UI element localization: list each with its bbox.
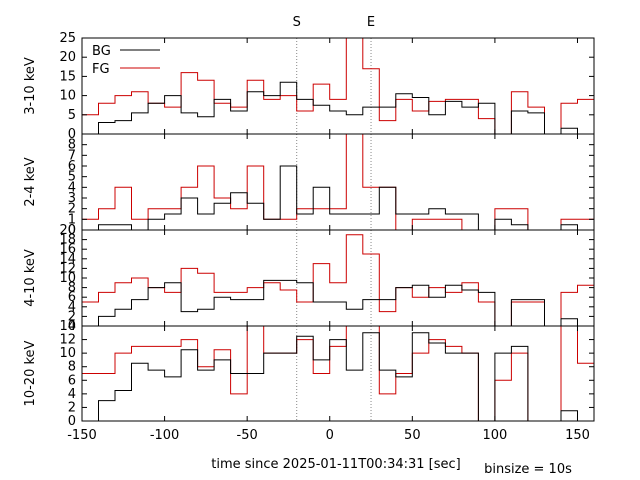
y-tick-label: 4: [68, 300, 76, 315]
y-tick-label: 10: [59, 346, 76, 361]
y-tick-label: 10: [59, 89, 76, 104]
x-tick-label: 150: [565, 428, 590, 443]
y-tick-label: 12: [59, 261, 76, 276]
series-bg-line: [82, 332, 594, 421]
series-fg-line: [82, 134, 594, 230]
y-tick-label: 8: [68, 281, 76, 296]
y-tick-label: 8: [68, 360, 76, 375]
y-tick-label: 14: [59, 252, 76, 267]
y-tick-label: 3: [68, 191, 76, 206]
y-tick-label: 2: [68, 400, 76, 415]
y-axis-label: 4-10 keV: [23, 249, 38, 307]
y-tick-label: 1: [68, 212, 76, 227]
x-tick-label: 50: [404, 428, 421, 443]
y-tick-label: 14: [59, 319, 76, 334]
y-tick-label: 0: [68, 414, 76, 429]
y-tick-label: 4: [68, 180, 76, 195]
series-fg-line: [82, 234, 594, 326]
series-bg-line: [82, 81, 594, 134]
legend-label-fg: FG: [92, 62, 110, 77]
panel-0: 0 5 10 15 20 25 3-10 keV: [23, 31, 595, 142]
y-tick-label: 15: [59, 69, 76, 84]
y-tick-label: 25: [59, 31, 76, 46]
legend-label-bg: BG: [92, 44, 111, 59]
series-fg-line: [82, 38, 594, 134]
series-bg-line: [82, 165, 594, 230]
x-axis-label: time since 2025-01-11T00:34:31 [sec]: [211, 457, 460, 472]
x-tick-label: -50: [237, 428, 258, 443]
y-tick-label: 5: [68, 170, 76, 185]
y-axis-label: 10-20 keV: [23, 340, 38, 406]
x-tick-label: 0: [326, 428, 334, 443]
panel-frame: [81, 325, 595, 422]
y-tick-label: 0: [68, 319, 76, 334]
marker-label-S: S: [293, 15, 301, 30]
series-bg-line: [82, 279, 594, 326]
y-tick-label: 6: [68, 290, 76, 305]
panel-frame: [81, 37, 595, 135]
x-tick-label: -150: [67, 428, 97, 443]
y-tick-label: 0: [68, 223, 76, 238]
y-tick-label: 5: [68, 108, 76, 123]
y-axis-label: 2-4 keV: [23, 157, 38, 206]
y-tick-label: 7: [68, 148, 76, 163]
y-tick-label: 2: [68, 202, 76, 217]
y-tick-label: 2: [68, 309, 76, 324]
panel-frame: [81, 133, 595, 231]
y-axis-label: 3-10 keV: [23, 57, 38, 115]
y-tick-label: 6: [68, 373, 76, 388]
y-tick-label: 4: [68, 387, 76, 402]
panel-frame: [81, 229, 595, 327]
y-tick-label: 8: [68, 138, 76, 153]
y-tick-label: 0: [68, 127, 76, 142]
binsize-label: binsize = 10s: [484, 462, 572, 477]
y-tick-label: 12: [59, 333, 76, 348]
y-tick-label: 10: [59, 271, 76, 286]
x-tick-label: 100: [482, 428, 507, 443]
y-tick-label: 20: [59, 50, 76, 65]
y-tick-label: 20: [59, 223, 76, 238]
y-tick-label: 16: [59, 242, 76, 257]
x-tick-label: -100: [150, 428, 180, 443]
marker-label-E: E: [367, 15, 375, 30]
y-tick-label: 18: [59, 233, 76, 248]
y-tick-label: 6: [68, 159, 76, 174]
